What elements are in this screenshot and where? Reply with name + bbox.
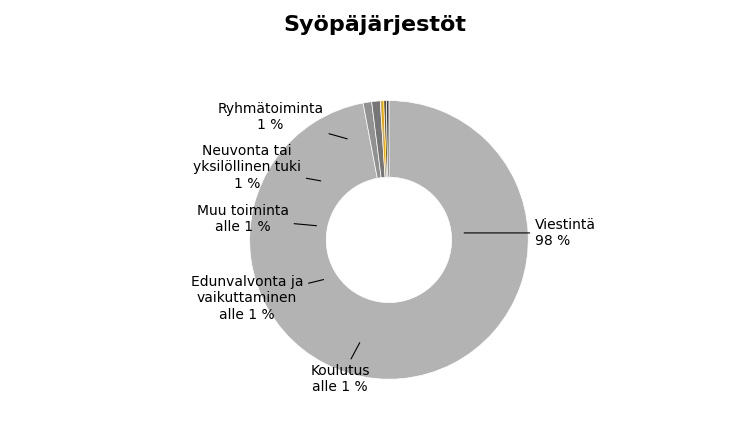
Text: Neuvonta tai
yksilöllinen tuki
1 %: Neuvonta tai yksilöllinen tuki 1 % [193,144,321,191]
Wedge shape [384,101,388,177]
Text: Koulutus
alle 1 %: Koulutus alle 1 % [310,343,370,394]
Title: Syöpäjärjestöt: Syöpäjärjestöt [284,15,466,35]
Text: Ryhmätoiminta
1 %: Ryhmätoiminta 1 % [217,102,347,139]
Text: Viestintä
98 %: Viestintä 98 % [464,218,596,248]
Wedge shape [380,101,386,177]
Wedge shape [372,101,385,178]
Text: Muu toiminta
alle 1 %: Muu toiminta alle 1 % [196,204,316,234]
Wedge shape [363,102,381,178]
Wedge shape [386,101,389,177]
Wedge shape [250,101,528,379]
Text: Edunvalvonta ja
vaikuttaminen
alle 1 %: Edunvalvonta ja vaikuttaminen alle 1 % [190,275,323,322]
